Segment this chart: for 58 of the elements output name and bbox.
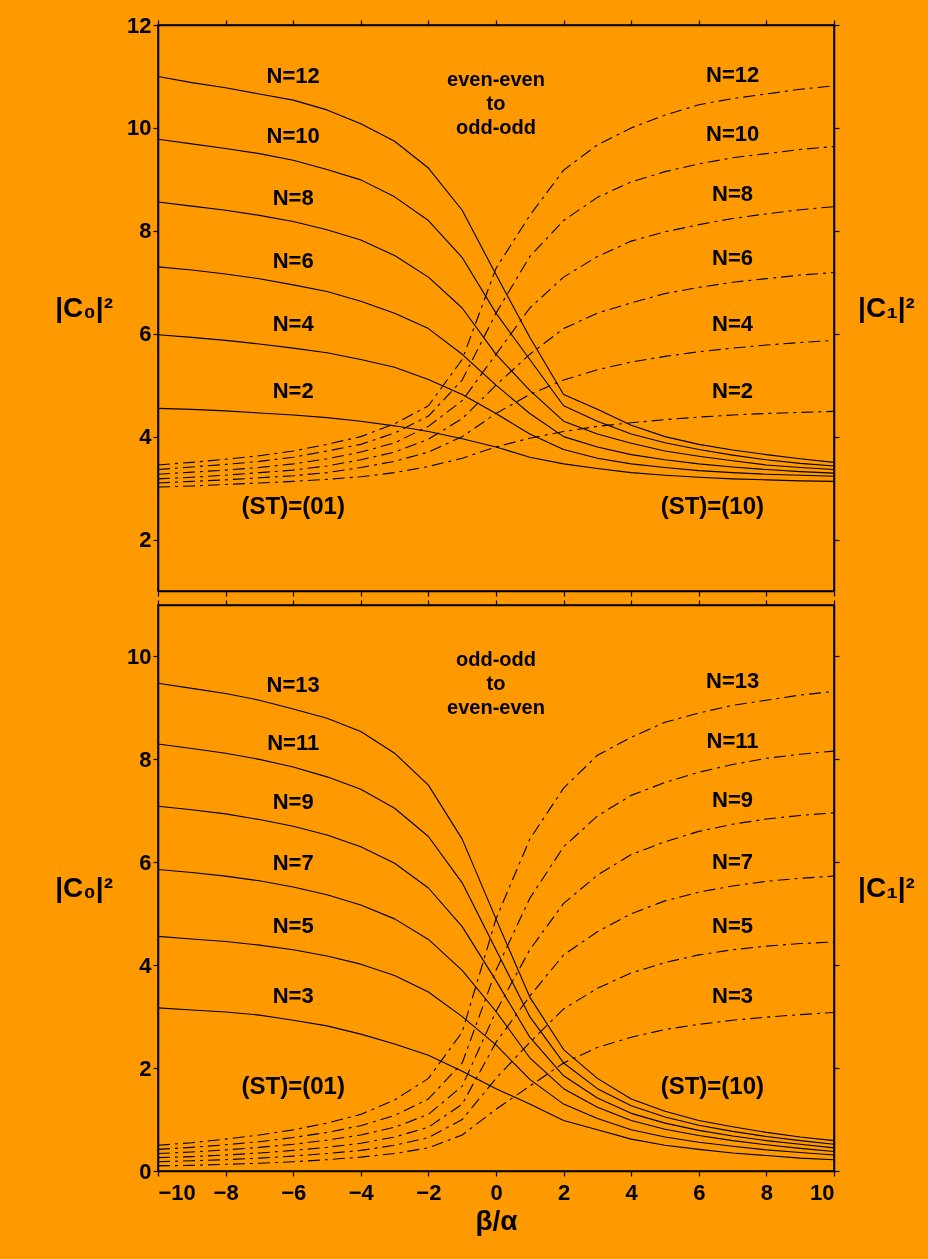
annotation: (ST)=(01) bbox=[241, 491, 345, 519]
y-axis-title: |C₀|² bbox=[55, 871, 114, 903]
y-tick-label: 2 bbox=[139, 527, 152, 553]
x-tick-label: −2 bbox=[416, 1179, 442, 1205]
y2-axis-title: |C₁|² bbox=[858, 871, 915, 903]
annotation: odd-odd to even-even bbox=[447, 648, 545, 719]
annotation: (ST)=(10) bbox=[660, 1071, 764, 1099]
x-tick-label: 8 bbox=[760, 1179, 774, 1205]
y-tick-label: 4 bbox=[139, 952, 153, 978]
series-label: N=11 bbox=[706, 727, 759, 753]
x-tick-label: −6 bbox=[281, 1179, 307, 1205]
series-label: N=7 bbox=[272, 849, 314, 875]
series-label: N=9 bbox=[272, 789, 314, 815]
y-tick-label: 4 bbox=[139, 424, 153, 450]
series-label: N=6 bbox=[712, 245, 754, 271]
annotation: even-even to odd-odd bbox=[447, 68, 545, 139]
y-tick-label: 8 bbox=[139, 218, 152, 244]
series-label: N=13 bbox=[705, 668, 760, 694]
series-label: N=11 bbox=[267, 730, 320, 756]
y-axis-title: |C₀|² bbox=[55, 291, 114, 323]
x-tick-label: −4 bbox=[348, 1179, 375, 1205]
x-axis-title: β/α bbox=[475, 1204, 518, 1236]
series-label: N=5 bbox=[712, 912, 754, 938]
y-tick-label: 12 bbox=[127, 12, 152, 38]
series-label: N=5 bbox=[272, 912, 314, 938]
y2-axis-title: |C₁|² bbox=[858, 291, 915, 323]
series-label: N=2 bbox=[272, 378, 314, 404]
y-tick-label: 6 bbox=[139, 321, 152, 347]
series-label: N=13 bbox=[266, 671, 320, 697]
series-label: N=4 bbox=[272, 311, 315, 337]
series-label: N=8 bbox=[712, 181, 754, 207]
x-tick-label: 0 bbox=[490, 1179, 503, 1205]
y-tick-label: 6 bbox=[139, 849, 152, 875]
x-tick-label: 4 bbox=[625, 1179, 639, 1205]
annotation: (ST)=(01) bbox=[241, 1071, 345, 1099]
series-label: N=8 bbox=[272, 184, 314, 210]
series-label: N=10 bbox=[705, 120, 760, 146]
x-tick-label: −10 bbox=[158, 1179, 196, 1205]
x-tick-label: 2 bbox=[557, 1179, 571, 1205]
y-tick-label: 8 bbox=[139, 746, 152, 772]
series-label: N=12 bbox=[266, 63, 320, 89]
y-tick-label: 0 bbox=[139, 1158, 152, 1184]
y-tick-label: 10 bbox=[127, 643, 152, 669]
x-tick-label: 6 bbox=[693, 1179, 706, 1205]
series-label: N=12 bbox=[705, 61, 760, 87]
y-tick-label: 2 bbox=[139, 1055, 152, 1081]
series-label: N=9 bbox=[712, 787, 754, 813]
series-label: N=4 bbox=[712, 311, 754, 337]
series-label: N=7 bbox=[712, 848, 754, 874]
annotation: (ST)=(10) bbox=[660, 491, 764, 519]
series-label: N=3 bbox=[272, 983, 314, 1009]
series-label: N=2 bbox=[712, 378, 754, 404]
x-tick-label: 10 bbox=[810, 1179, 835, 1205]
series-label: N=10 bbox=[266, 123, 320, 149]
series-label: N=3 bbox=[712, 983, 754, 1009]
series-label: N=6 bbox=[272, 247, 314, 273]
x-tick-label: −8 bbox=[213, 1179, 239, 1205]
y-tick-label: 10 bbox=[127, 115, 152, 141]
